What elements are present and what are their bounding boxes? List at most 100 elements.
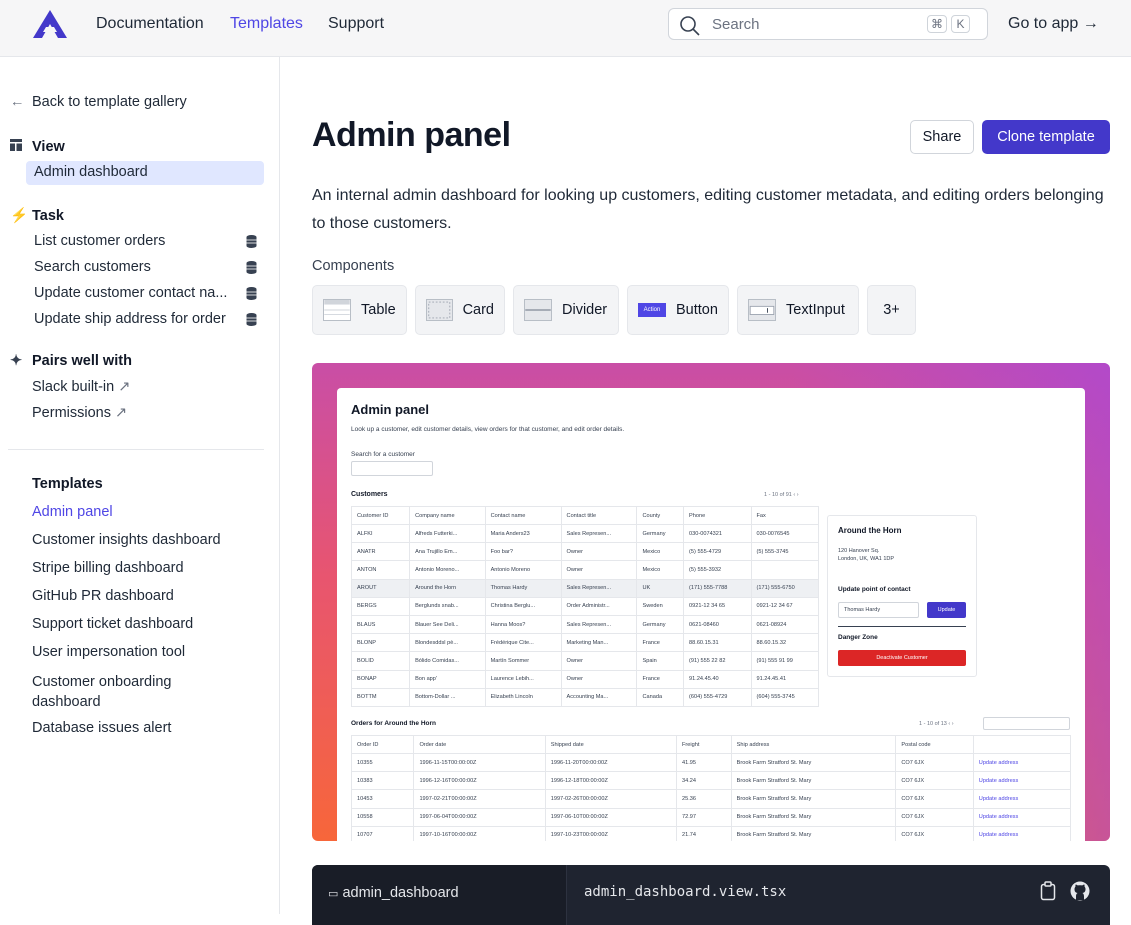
table-cell: Hanna Moos? [484,614,562,635]
detail-contact-input: Thomas Hardy [838,602,919,618]
component-chip-table[interactable]: Table [312,285,407,335]
component-chip-more[interactable]: 3+ [867,285,916,335]
table-cell: 25.36 [676,789,732,809]
template-link-support-ticket[interactable]: Support ticket dashboard [32,616,194,632]
column-header: Freight [676,735,732,754]
template-link-database-issues[interactable]: Database issues alert [32,720,172,736]
table-cell: Brook Farm Stratford St. Mary [730,789,897,809]
preview-customers-table: Customer ID Company name Contact name Conta… [350,506,819,707]
folder-label: admin_dashboard [342,885,459,901]
column-header: Order ID [350,735,415,754]
table-cell: 10355 [350,752,415,773]
component-chip-card[interactable]: Card [415,285,505,335]
copy-icon[interactable] [1040,881,1056,901]
nav-support[interactable]: Support [328,15,385,32]
table-cell: ANATR [350,542,411,562]
sidebar-item-search-customers[interactable]: Search customers [34,259,266,275]
sidebar-item-permissions[interactable]: Permissions ↗ [32,405,127,421]
shortcut-k-key: K [951,15,970,33]
sidebar-item-update-ship-address[interactable]: Update ship address for order [34,311,266,327]
sidebar-item-list-customer-orders[interactable]: List customer orders [34,233,266,249]
search-input[interactable]: Search ⌘ K [668,8,988,40]
table-cell: Spain [636,651,685,671]
table-cell: (604) 555-3745 [750,687,819,707]
layout-icon [10,139,32,155]
table-cell: Alfreds Futterki... [409,523,486,544]
table-cell: ANTON [350,560,411,580]
component-chip-textinput[interactable]: TextInput [737,285,859,335]
search-placeholder: Search [712,16,760,33]
template-description: An internal admin dashboard for looking … [312,187,1104,232]
table-cell: BONAP [350,669,411,689]
table-cell: 34.24 [676,771,732,791]
table-cell: Germany [636,523,685,544]
chip-label: Card [462,302,494,318]
table-cell: Sales Represen... [560,523,638,544]
external-link-icon: ↗ [115,405,128,421]
template-link-github-pr[interactable]: GitHub PR dashboard [32,588,174,604]
go-to-app-link[interactable]: Go to app → [1008,15,1099,32]
table-cell: 0621-08460 [683,614,752,635]
folder-item[interactable]: ▭ admin_dashboard [328,885,459,901]
table-cell: Marketing Man... [560,633,638,653]
pagination-label: 1 - 10 of 91 [764,492,792,498]
text-input-icon [748,299,776,321]
template-link-customer-insights[interactable]: Customer insights dashboard [32,532,221,548]
table-cell: 91.24.45.40 [683,669,752,689]
template-link-customer-onboarding[interactable]: Customer onboarding dashboard [32,674,172,710]
chip-label: Table [361,302,396,318]
github-icon[interactable] [1070,881,1090,901]
task-label: Update ship address for order [34,311,226,327]
column-header: Shipped date [544,735,678,754]
open-file-name: admin_dashboard.view.tsx [584,884,787,900]
database-icon [246,313,257,326]
table-cell: Maria Anders23 [484,523,562,544]
logo-icon[interactable] [30,8,70,40]
table-cell: CO7 6JX [895,825,974,841]
table-cell: 1996-11-15T00:00:00Z [413,752,546,773]
back-to-gallery-link[interactable]: ← Back to template gallery [10,94,187,110]
table-body: ALFKI Alfreds Futterki... Maria Anders23 Sa… [350,523,819,707]
table-cell: Sweden [636,596,685,616]
component-chip-divider[interactable]: Divider [513,285,619,335]
pairs-heading: ✦ Pairs well with [10,353,132,369]
column-header: Contact name [484,506,562,525]
table-cell: Brook Farm Stratford St. Mary [730,825,897,841]
folder-icon: ▭ [328,888,339,900]
table-cell: Bon app' [409,669,486,689]
update-address-link: Update address [973,771,1072,791]
table-cell: UK [636,578,685,598]
clone-template-button[interactable]: Clone template [982,120,1110,154]
share-button[interactable]: Share [910,120,974,154]
nav-templates[interactable]: Templates [230,15,303,32]
table-cell: 030-0076545 [750,523,819,544]
component-chip-button[interactable]: Action Button [627,285,729,335]
table-row: ANTON Antonio Moreno... Antonio Moreno Owne… [350,560,819,580]
arrow-left-icon: ← [10,94,25,110]
nav-documentation[interactable]: Documentation [96,15,204,32]
update-address-link: Update address [973,789,1072,809]
table-cell: (5) 555-4729 [683,542,752,562]
table-cell: Order Administr... [560,596,638,616]
preview-orders-pagination: 1 - 10 of 13 ‹ › [919,721,954,727]
top-bar: Documentation Templates Support Search ⌘… [0,0,1131,57]
table-cell: Foo bar? [484,542,562,562]
table-cell: Germany [636,614,685,635]
table-cell: 41.95 [676,752,732,773]
table-row: 10453 1997-02-21T00:00:00Z 1997-02-26T00:0… [350,789,1072,809]
shortcut-cmd-key: ⌘ [927,15,947,33]
template-link-admin-panel[interactable]: Admin panel [32,504,113,520]
detail-update-heading: Update point of contact [838,586,911,593]
table-cell: Frédérique Cite... [484,633,562,653]
sidebar-item-update-contact[interactable]: Update customer contact na... [34,285,266,301]
table-cell: Owner [560,669,638,689]
table-cell: Owner [560,560,638,580]
template-link-user-impersonation[interactable]: User impersonation tool [32,644,186,660]
template-link-stripe-billing[interactable]: Stripe billing dashboard [32,560,184,576]
table-row: BONAP Bon app' Laurence Lebih... Owner Franc… [350,669,819,689]
table-cell: 0921-12 34 67 [750,596,819,616]
sidebar-item-slack-built-in[interactable]: Slack built-in ↗ [32,379,130,395]
sparkles-icon: ✦ [10,353,23,369]
sidebar-item-admin-dashboard[interactable]: Admin dashboard [26,161,264,185]
table-cell: Martín Sommer [484,651,562,671]
